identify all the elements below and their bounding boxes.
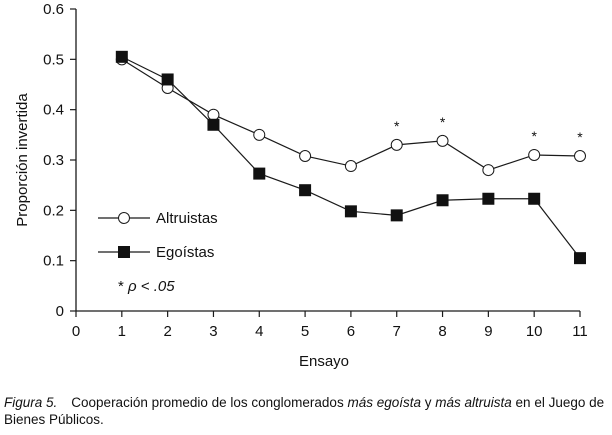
- data-point: [253, 128, 266, 141]
- series-line: [121, 56, 581, 259]
- significance-star: *: [577, 129, 583, 145]
- chart-axes: [75, 9, 580, 312]
- y-tick-label: 0.6: [43, 1, 64, 18]
- caption-text-1: Cooperación promedio de los conglomerado…: [71, 395, 348, 410]
- data-point: [574, 149, 586, 162]
- caption-label: Figura 5.: [4, 395, 58, 410]
- data-point: [482, 192, 495, 205]
- caption-italic-1: más egoísta: [347, 395, 421, 410]
- x-tick-label: 7: [393, 323, 401, 340]
- x-tick-label: 4: [255, 323, 263, 340]
- x-tick-label: 0: [72, 323, 80, 340]
- data-point: [482, 164, 495, 177]
- line-chart: 0 0.1 0.2 0.3 0.4 0.5 0.6 0 1 2 3 4 5 6 7 8 9 10 11 Propo…: [14, 1, 588, 370]
- data-point: [207, 118, 220, 131]
- data-point: [436, 134, 449, 147]
- y-tick-label: 0.2: [43, 202, 64, 219]
- caption-text-2: y: [421, 395, 436, 410]
- y-axis-label: Proporción invertida: [14, 93, 31, 227]
- significance-marks: * * * *: [394, 114, 583, 145]
- x-tick-label: 10: [526, 323, 543, 340]
- x-tick-label: 9: [484, 323, 492, 340]
- data-point: [299, 149, 312, 162]
- significance-star: *: [440, 114, 446, 130]
- data-point: [390, 138, 403, 151]
- series-egoístas: [115, 50, 586, 265]
- y-tick-label: 0.3: [43, 152, 64, 169]
- y-tick-label: 0: [56, 303, 64, 320]
- y-tick-label: 0.1: [43, 253, 64, 270]
- x-tick-label: 8: [438, 323, 446, 340]
- caption-italic-2: más altruista: [435, 395, 512, 410]
- data-point: [207, 108, 220, 121]
- x-tick-label: 3: [209, 323, 217, 340]
- x-tick-label: 11: [572, 323, 588, 340]
- data-point: [299, 184, 312, 197]
- series-line: [121, 58, 581, 171]
- data-point: [574, 252, 586, 265]
- figure-caption: Figura 5. Cooperación promedio de los con…: [4, 394, 610, 428]
- data-point: [161, 73, 174, 86]
- caption-text-3: en el Juego de Bienes Públicos.: [4, 395, 605, 427]
- y-tick-label: 0.5: [43, 51, 64, 68]
- x-tick-label: 6: [347, 323, 355, 340]
- legend-note-text: ρ < .05: [127, 278, 175, 295]
- x-tick-label: 1: [118, 323, 126, 340]
- legend-label: Altruistas: [156, 210, 218, 227]
- significance-star: *: [394, 118, 400, 134]
- legend-label: Egoístas: [156, 244, 214, 261]
- significance-star: *: [531, 128, 537, 144]
- legend-marker: [118, 246, 130, 258]
- data-point: [528, 192, 541, 205]
- data-point: [115, 50, 128, 63]
- x-tick-label: 2: [163, 323, 171, 340]
- series-altruistas: [115, 53, 586, 177]
- legend-note-star: *: [118, 278, 128, 295]
- legend-note: * ρ < .05: [118, 278, 175, 295]
- data-point: [390, 209, 403, 222]
- x-tick-label: 5: [301, 323, 309, 340]
- legend-item-egoístas: Egoístas: [98, 244, 214, 261]
- x-axis-label: Ensayo: [299, 353, 349, 370]
- data-point: [344, 205, 357, 218]
- y-tick-label: 0.4: [43, 102, 64, 119]
- data-point: [436, 194, 449, 207]
- data-point: [528, 148, 541, 161]
- x-axis-ticks: 0 1 2 3 4 5 6 7 8 9 10 11: [72, 311, 588, 340]
- legend: Altruistas Egoístas * ρ < .05: [98, 210, 218, 295]
- y-axis-ticks: 0 0.1 0.2 0.3 0.4 0.5 0.6: [43, 1, 76, 320]
- data-point: [253, 167, 266, 180]
- legend-item-altruistas: Altruistas: [98, 210, 218, 227]
- data-point: [344, 160, 357, 173]
- legend-marker: [118, 212, 130, 224]
- chart-series: [115, 50, 586, 265]
